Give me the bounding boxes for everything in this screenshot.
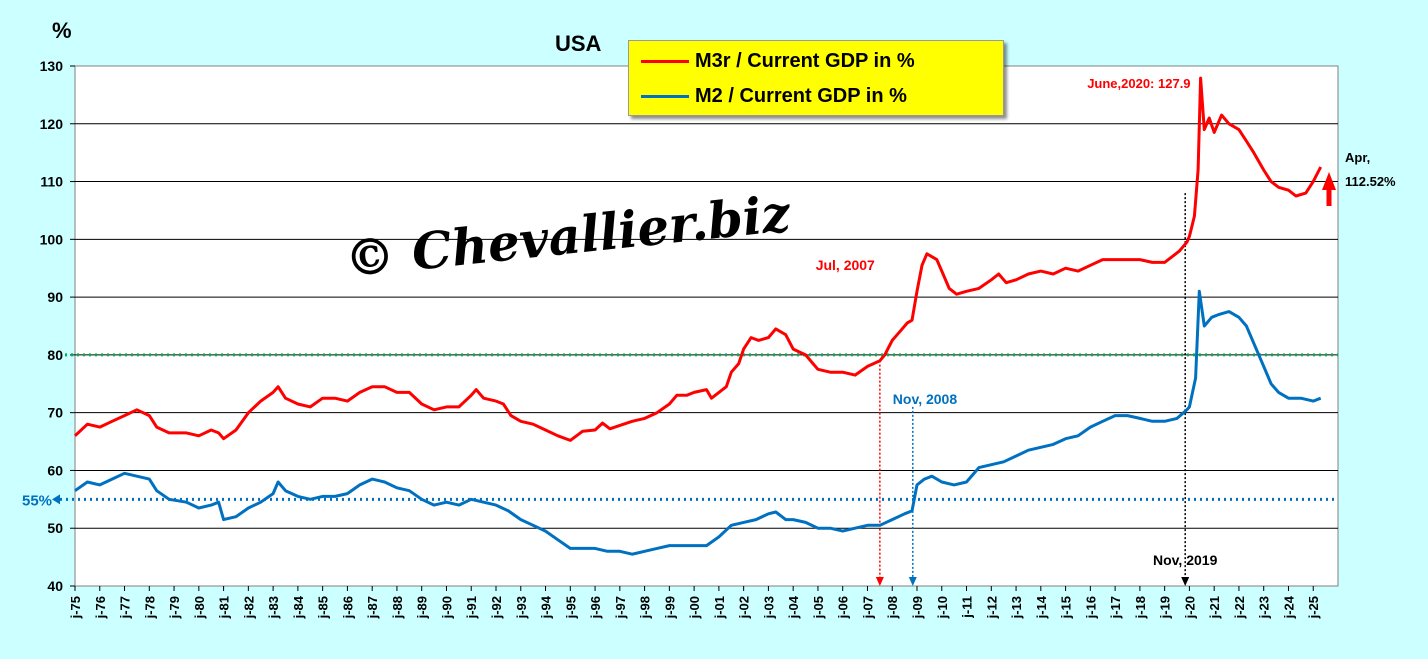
x-tick-label: j-00 bbox=[687, 596, 702, 619]
reference-line-label: 55% bbox=[22, 492, 52, 509]
x-tick-label: j-78 bbox=[142, 596, 157, 619]
x-tick-label: j-84 bbox=[291, 595, 306, 619]
x-tick-label: j-24 bbox=[1281, 595, 1296, 619]
x-tick-label: j-87 bbox=[365, 596, 380, 619]
series-line-m3r bbox=[73, 76, 1323, 442]
x-tick-label: j-02 bbox=[737, 596, 752, 619]
x-tick-label: j-18 bbox=[1133, 596, 1148, 619]
x-tick-label: j-11 bbox=[960, 596, 975, 619]
latest-up-arrow-head bbox=[1322, 172, 1336, 190]
x-tick-label: j-13 bbox=[1009, 596, 1024, 619]
x-tick-label: j-19 bbox=[1158, 596, 1173, 619]
x-tick-label: j-07 bbox=[860, 596, 875, 619]
y-tick-label: 80 bbox=[47, 347, 63, 363]
x-tick-label: j-17 bbox=[1108, 596, 1123, 619]
x-tick-label: j-05 bbox=[811, 596, 826, 619]
x-tick-label: j-82 bbox=[241, 596, 256, 619]
x-tick-label: j-21 bbox=[1207, 596, 1222, 619]
y-tick-label: 100 bbox=[40, 231, 64, 247]
x-tick-label: j-79 bbox=[167, 596, 182, 619]
x-tick-label: j-88 bbox=[390, 596, 405, 619]
x-tick-label: j-98 bbox=[638, 596, 653, 619]
annotation-jul-2007: Jul, 2007 bbox=[816, 257, 875, 273]
annotation-latest-date: Apr, bbox=[1345, 150, 1370, 165]
legend-item-m2: M2 / Current GDP in % bbox=[641, 81, 907, 111]
x-tick-label: j-12 bbox=[984, 596, 999, 619]
x-tick-label: j-97 bbox=[613, 596, 628, 619]
chart-title: USA bbox=[555, 31, 602, 56]
x-tick-label: j-16 bbox=[1083, 596, 1098, 619]
x-tick-label: j-76 bbox=[93, 596, 108, 619]
x-tick-label: j-96 bbox=[588, 596, 603, 619]
y-axis-unit: % bbox=[52, 18, 72, 43]
x-tick-label: j-23 bbox=[1257, 596, 1272, 619]
latest-up-arrow-shaft bbox=[1326, 188, 1332, 206]
legend-label-m3r: M3r / Current GDP in % bbox=[695, 49, 915, 72]
y-tick-label: 110 bbox=[40, 174, 63, 190]
x-tick-label: j-89 bbox=[415, 596, 430, 619]
annotation-latest-value: 112.52% bbox=[1345, 174, 1396, 189]
x-tick-label: j-92 bbox=[489, 596, 504, 619]
x-tick-label: j-75 bbox=[68, 596, 83, 619]
x-tick-label: j-91 bbox=[464, 596, 479, 619]
event-marker-arrow bbox=[875, 577, 884, 586]
annotation-nov-2019: Nov, 2019 bbox=[1153, 552, 1218, 568]
legend-label-m2: M2 / Current GDP in % bbox=[695, 84, 907, 107]
x-tick-label: j-25 bbox=[1306, 596, 1321, 619]
y-tick-label: 60 bbox=[47, 462, 63, 478]
x-tick-label: j-09 bbox=[910, 596, 925, 619]
x-tick-label: j-81 bbox=[217, 596, 232, 619]
annotation-nov-2008: Nov, 2008 bbox=[893, 391, 958, 407]
y-tick-label: 40 bbox=[47, 578, 63, 594]
x-tick-label: j-06 bbox=[836, 596, 851, 619]
plot-area bbox=[74, 65, 1339, 587]
x-tick-label: j-94 bbox=[539, 595, 554, 619]
legend: M3r / Current GDP in % M2 / Current GDP … bbox=[628, 40, 1004, 116]
legend-swatch-m3r bbox=[641, 59, 689, 63]
x-tick-label: j-04 bbox=[786, 595, 801, 619]
legend-item-m3r: M3r / Current GDP in % bbox=[641, 46, 915, 76]
x-tick-label: j-86 bbox=[340, 596, 355, 619]
x-tick-label: j-95 bbox=[563, 596, 578, 619]
x-tick-label: j-83 bbox=[266, 596, 281, 619]
x-tick-label: j-03 bbox=[761, 596, 776, 619]
x-tick-label: j-20 bbox=[1182, 596, 1197, 619]
x-tick-label: j-99 bbox=[662, 596, 677, 619]
event-marker-arrow bbox=[1181, 577, 1190, 586]
reference-line-arrow bbox=[52, 494, 60, 505]
legend-swatch-m2 bbox=[641, 94, 689, 98]
annotation-peak: June,2020: 127.9 bbox=[1087, 76, 1190, 91]
x-tick-label: j-85 bbox=[316, 596, 331, 619]
x-tick-label: j-08 bbox=[885, 596, 900, 619]
y-tick-label: 90 bbox=[47, 289, 63, 305]
x-tick-label: j-80 bbox=[192, 596, 207, 619]
x-tick-label: j-77 bbox=[118, 596, 133, 619]
x-tick-label: j-01 bbox=[712, 596, 727, 619]
x-tick-label: j-22 bbox=[1232, 596, 1247, 619]
series-line-m2 bbox=[74, 289, 1322, 556]
event-marker-arrow bbox=[908, 577, 917, 586]
y-tick-label: 130 bbox=[40, 58, 64, 74]
x-tick-label: j-10 bbox=[935, 596, 950, 619]
y-tick-label: 120 bbox=[40, 116, 64, 132]
y-tick-label: 70 bbox=[47, 405, 63, 421]
x-tick-label: j-14 bbox=[1034, 595, 1049, 619]
x-tick-label: j-15 bbox=[1059, 596, 1074, 619]
x-tick-label: j-93 bbox=[514, 596, 529, 619]
x-tick-label: j-90 bbox=[439, 596, 454, 619]
y-tick-label: 50 bbox=[47, 520, 63, 536]
